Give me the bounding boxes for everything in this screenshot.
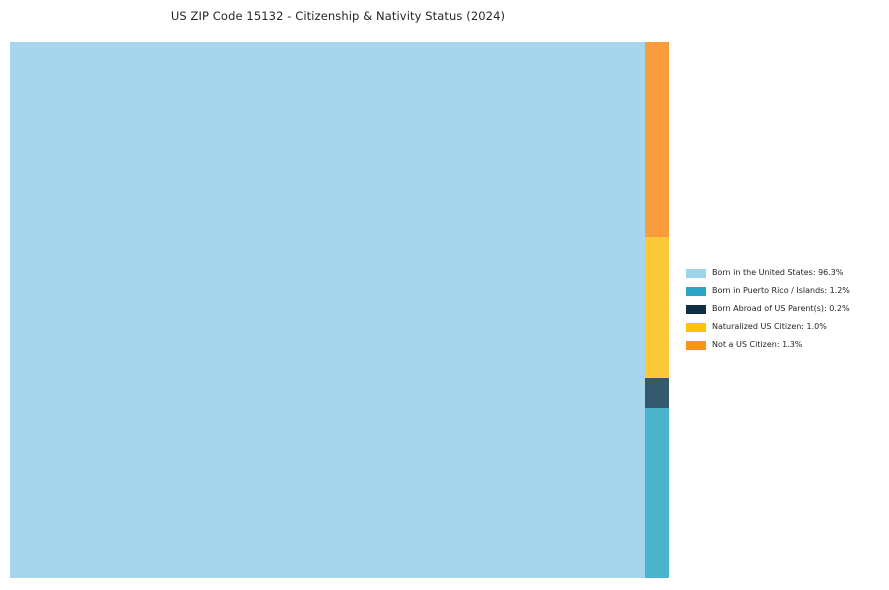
treemap-tile[interactable]: Born in the United States xyxy=(10,42,645,578)
legend-swatch-icon xyxy=(686,268,706,278)
legend-item-label: Born in Puerto Rico / Islands: 1.2% xyxy=(712,286,850,295)
legend-item-label: Naturalized US Citizen: 1.0% xyxy=(712,322,827,331)
legend-swatch-icon xyxy=(686,286,706,296)
legend-item[interactable]: Born in the United States: 96.3% xyxy=(686,264,881,282)
legend-swatch-icon xyxy=(686,304,706,314)
legend-swatch-icon xyxy=(686,340,706,350)
legend-item-label: Born in the United States: 96.3% xyxy=(712,268,844,277)
chart-title: US ZIP Code 15132 - Citizenship & Nativi… xyxy=(170,9,506,23)
treemap-plot-area: Born in the United StatesBorn in Puerto … xyxy=(10,42,669,578)
treemap-tile[interactable]: Not a US Citizen xyxy=(645,42,669,237)
treemap-tile[interactable]: Born Abroad of US Parent(s) xyxy=(645,378,669,409)
legend-item[interactable]: Not a US Citizen: 1.3% xyxy=(686,336,881,354)
chart-legend: Born in the United States: 96.3% Born in … xyxy=(686,264,881,354)
legend-item[interactable]: Born in Puerto Rico / Islands: 1.2% xyxy=(686,282,881,300)
legend-swatch-icon xyxy=(686,322,706,332)
treemap-tile[interactable]: Born in Puerto Rico / Islands xyxy=(645,407,669,578)
legend-item-label: Born Abroad of US Parent(s): 0.2% xyxy=(712,304,850,313)
legend-item-label: Not a US Citizen: 1.3% xyxy=(712,340,803,349)
treemap-tile[interactable]: Naturalized US Citizen xyxy=(645,236,669,378)
legend-item[interactable]: Naturalized US Citizen: 1.0% xyxy=(686,318,881,336)
legend-item[interactable]: Born Abroad of US Parent(s): 0.2% xyxy=(686,300,881,318)
